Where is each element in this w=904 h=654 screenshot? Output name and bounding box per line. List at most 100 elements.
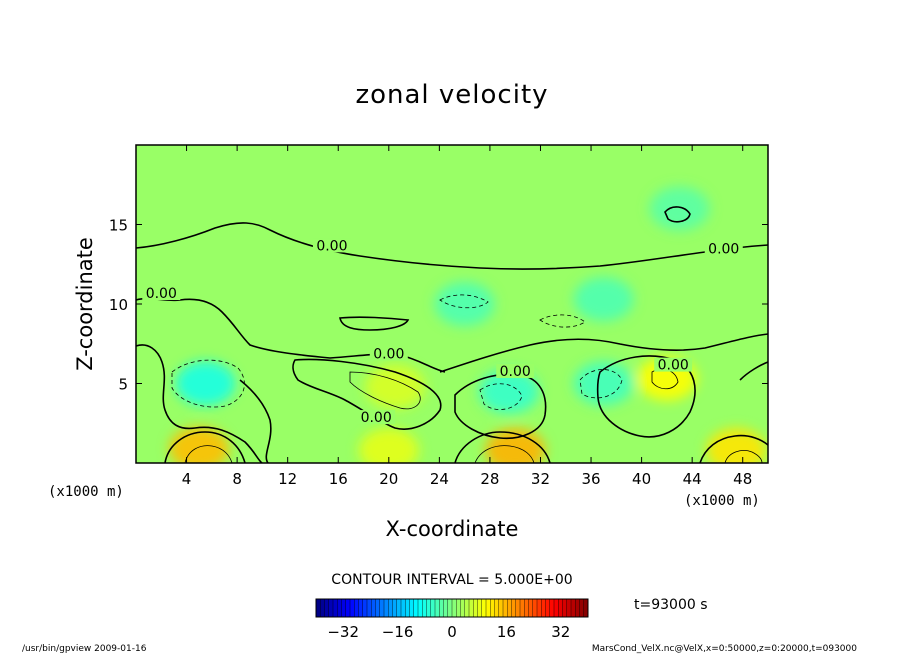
contour-line (474, 445, 535, 463)
colorbar-cell (350, 599, 355, 617)
colorbar-cell (392, 599, 398, 617)
colorbar-tick-label: 0 (447, 623, 457, 641)
colorbar-cell (515, 599, 521, 617)
contour-line (184, 445, 233, 463)
colorbar-cell (456, 599, 461, 617)
colorbar-cell (477, 599, 483, 617)
colorbar-cell (362, 599, 368, 617)
colorbar (315, 599, 589, 617)
field-blob (573, 277, 634, 322)
colorbar-cell (375, 599, 381, 617)
contour-label: 0.00 (658, 358, 689, 374)
colorbar-cell (507, 599, 512, 617)
contour-label: 0.00 (708, 242, 739, 258)
contour-label: 0.00 (373, 346, 404, 362)
colorbar-cell (384, 599, 389, 617)
colorbar-cell (430, 599, 436, 617)
colorbar-cell (316, 599, 321, 617)
contour-label-bg (704, 241, 743, 256)
x-tick-label: 8 (232, 470, 242, 488)
x-axis-label: X-coordinate (386, 517, 519, 541)
colorbar-cell (337, 599, 342, 617)
colorbar-cell (562, 599, 568, 617)
colorbar-cell (443, 599, 449, 617)
colorbar-tick-label: −32 (327, 623, 359, 641)
contour-line (699, 434, 768, 463)
colorbar-cell (341, 599, 347, 617)
colorbar-cell (554, 599, 559, 617)
colorbar-cell (528, 599, 534, 617)
contour-interval: CONTOUR INTERVAL = 5.000E+00 (331, 572, 572, 588)
colorbar-cell (345, 599, 351, 617)
contour-label: 0.00 (316, 238, 347, 254)
field-blob (706, 428, 767, 463)
x-tick-label: 40 (632, 470, 651, 488)
colorbar-cell (549, 599, 555, 617)
colorbar-tick-label: 16 (497, 623, 516, 641)
colorbar-cell (413, 599, 419, 617)
negative-contours (171, 294, 623, 410)
chart-title: zonal velocity (355, 80, 548, 110)
colorbar-cell (541, 599, 546, 617)
contour-line (579, 369, 623, 399)
colorbar-cell (396, 599, 402, 617)
colorbar-cell (439, 599, 444, 617)
colorbar-cell (545, 599, 551, 617)
contour-line (454, 373, 547, 440)
x-tick-label: 48 (733, 470, 752, 488)
colorbar-cell (575, 599, 580, 617)
contour-line (439, 294, 489, 309)
colorbar-cell (320, 599, 325, 617)
contour-label: 0.00 (361, 410, 392, 426)
colorbar-cell (532, 599, 538, 617)
colorbar-cell (498, 599, 504, 617)
colorbar-tick-label: −16 (382, 623, 414, 641)
colorbar-frame (315, 598, 589, 618)
colorbar-cell (422, 599, 427, 617)
colorbar-cell (452, 599, 457, 617)
x-tick-label: 24 (430, 470, 449, 488)
contour-label-bg (357, 410, 396, 425)
x-tick-label: 32 (531, 470, 550, 488)
colorbar-cell (405, 599, 410, 617)
y-tick-label: 15 (109, 217, 128, 235)
contour-label-bg (312, 238, 351, 253)
colorbar-cell (520, 599, 525, 617)
colorbar-cell (481, 599, 487, 617)
contour-label-bg (369, 346, 408, 361)
x-tick-label: 16 (329, 470, 348, 488)
x-tick-label: 12 (278, 470, 297, 488)
contour-line (171, 359, 245, 408)
contour-line (454, 431, 551, 463)
colorbar-cell (473, 599, 478, 617)
colorbar-cell (371, 599, 376, 617)
contour-line (339, 316, 410, 331)
x-unit-right: (x1000 m) (684, 493, 760, 509)
y-tick-label: 5 (118, 376, 128, 394)
colorbar-cell (435, 599, 440, 617)
colorbar-cell (464, 599, 470, 617)
colorbar-cell (388, 599, 393, 617)
x-tick-label: 4 (182, 470, 192, 488)
field-blob (573, 361, 634, 406)
colorbar-cell (537, 599, 542, 617)
colorbar-cell (583, 599, 589, 617)
colorbar-cell (511, 599, 517, 617)
contour-line (136, 222, 768, 270)
contour-label-bg (142, 286, 181, 301)
contour-label-bg (654, 357, 693, 372)
field-blob (649, 186, 710, 231)
colorbar-cell (367, 599, 372, 617)
contour-line (479, 383, 523, 410)
colorbar-cell (333, 599, 338, 617)
field-blob (358, 428, 419, 463)
field-blob (175, 361, 236, 406)
colorbar-cell (409, 599, 415, 617)
colorbar-cell (426, 599, 432, 617)
colorbar-cell (401, 599, 406, 617)
field-blob (478, 369, 539, 414)
contour-line (439, 333, 768, 373)
colorbar-cell (358, 599, 364, 617)
contour-line (136, 344, 263, 463)
